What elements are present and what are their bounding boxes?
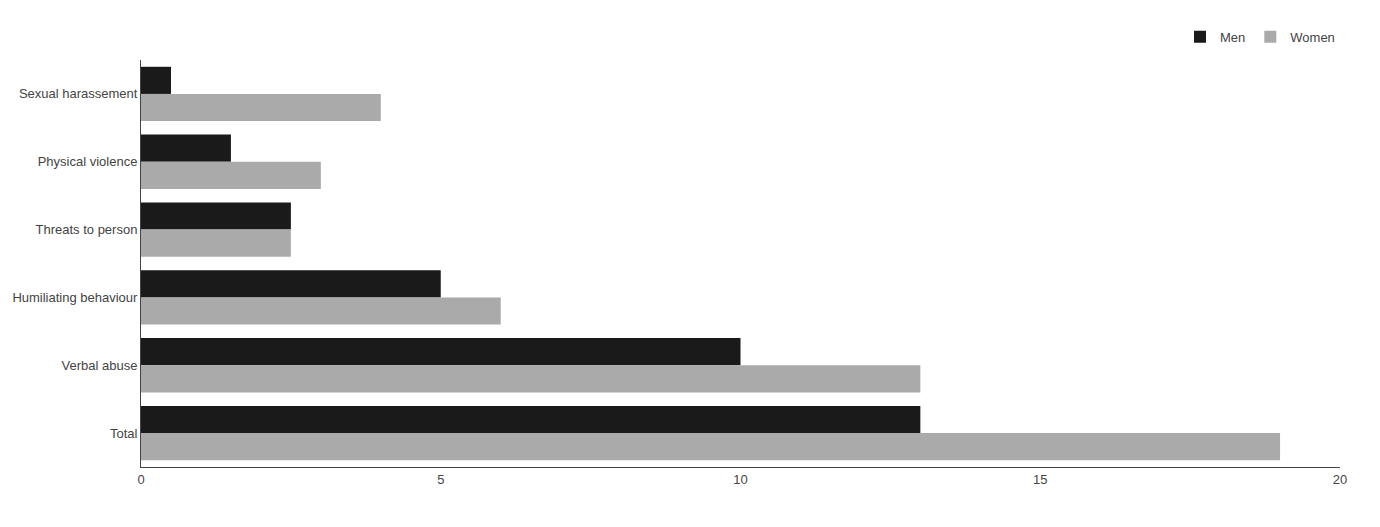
svg-text:5: 5 [437,472,444,487]
svg-text:Women: Women [1290,30,1335,45]
svg-text:Verbal abuse: Verbal abuse [61,358,137,373]
svg-text:Total: Total [110,426,138,441]
svg-text:15: 15 [1033,472,1047,487]
svg-text:Men: Men [1220,30,1245,45]
svg-text:Threats to person: Threats to person [36,222,138,237]
svg-text:Physical violence: Physical violence [38,154,138,169]
svg-text:Humiliating behaviour: Humiliating behaviour [12,290,138,305]
svg-text:0: 0 [137,472,144,487]
svg-text:10: 10 [733,472,747,487]
svg-text:20: 20 [1333,472,1347,487]
svg-text:Sexual harassement: Sexual harassement [19,86,138,101]
